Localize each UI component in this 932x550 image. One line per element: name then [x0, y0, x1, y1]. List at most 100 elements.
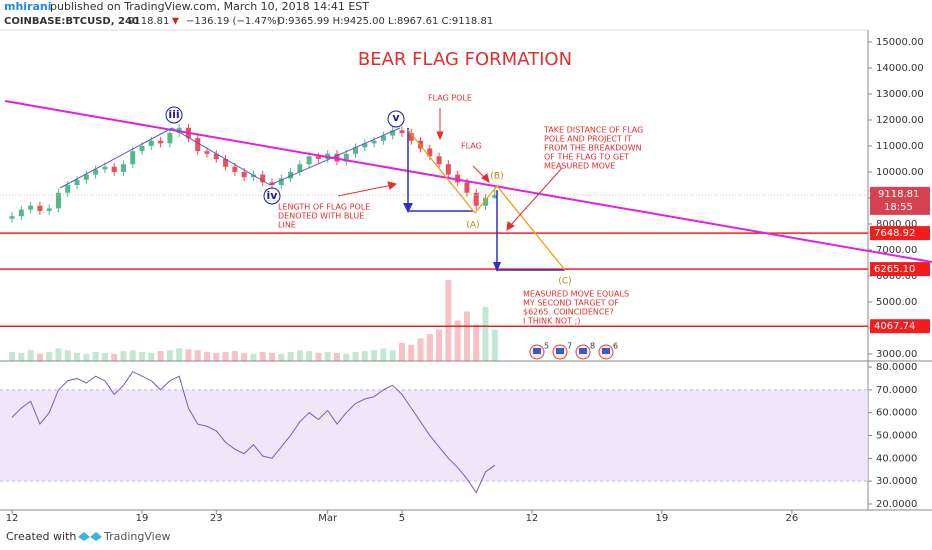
level-label-box: [870, 319, 930, 334]
annotation: FROM THE BREAKDOWN: [544, 144, 642, 153]
volume-bar: [417, 338, 424, 361]
candle-body: [492, 194, 498, 198]
event-count: 8: [590, 342, 595, 351]
volume-bar: [306, 351, 313, 361]
candle-body: [213, 153, 219, 159]
volume-bar: [380, 348, 387, 361]
volume-bar: [268, 352, 275, 361]
volume-bar: [454, 320, 461, 361]
wave-line: [59, 127, 401, 189]
annotation: FLAG POLE: [428, 94, 472, 103]
candle-body: [436, 156, 442, 165]
y-tick-label: 15000.00: [876, 37, 924, 48]
volume-bar: [176, 348, 183, 361]
candle-body: [18, 209, 24, 217]
volume-bar: [278, 353, 285, 361]
level-label: 7648.92: [874, 228, 915, 239]
candle-body: [473, 192, 479, 206]
annotation: LENGTH OF FLAG POLE: [278, 203, 370, 212]
x-tick-label: 19: [656, 513, 669, 524]
symbol: COINBASE:BTCUSD, 240: [4, 16, 139, 27]
volume-bar: [463, 311, 470, 361]
volume-bar: [157, 351, 164, 361]
candle-body: [74, 179, 80, 185]
volume-bar: [241, 352, 248, 361]
candle-body: [167, 132, 173, 144]
volume-bar: [259, 352, 266, 361]
last-price-label: 9118.81: [878, 189, 919, 200]
level-label: 4067.74: [874, 321, 915, 332]
volume-bar: [204, 352, 211, 361]
rsi-line: [11, 370, 496, 494]
y-tick-label: 70.0000: [876, 385, 917, 396]
volume-bar: [296, 350, 303, 361]
candle-body: [306, 156, 312, 165]
arrow: [337, 184, 393, 197]
logo: [78, 532, 102, 541]
volume-bar: [139, 352, 146, 361]
y-tick-label: 12000.00: [876, 115, 924, 126]
event-icon-flag: [602, 348, 610, 354]
volume-bar: [371, 350, 378, 361]
arrow-head: [493, 262, 501, 272]
arrow-head: [506, 221, 515, 231]
y-tick-label: 3000.00: [876, 349, 917, 360]
y-tick-label: 14000.00: [876, 63, 924, 74]
volume-bar: [343, 353, 350, 361]
annotation: OF THE FLAG TO GET: [544, 153, 629, 162]
x-tick-label: 26: [786, 513, 799, 524]
volume-bar: [64, 350, 71, 361]
candle-body: [455, 174, 461, 183]
annotation: MY SECOND TARGET OF: [523, 299, 619, 308]
candle-body: [315, 156, 321, 159]
volume-bar: [83, 353, 90, 361]
candle-body: [223, 158, 229, 167]
wave-label: (A): [466, 221, 479, 231]
wave-circle: [263, 187, 281, 205]
volume-bar: [445, 280, 452, 361]
candle-body: [55, 192, 61, 209]
event-icon-flag: [533, 348, 541, 354]
candle-body: [390, 130, 396, 136]
ohlc: O:9365.99 H:9425.00 L:8967.61 C:9118.81: [277, 16, 493, 27]
candle-body: [483, 197, 489, 206]
volume-bar: [398, 343, 405, 361]
wave-label: iii: [168, 108, 179, 121]
candle-body: [120, 164, 126, 172]
candle-body: [46, 208, 52, 211]
wave-label: (C): [558, 277, 571, 287]
volume-bar: [74, 352, 81, 361]
arrow: [509, 167, 563, 227]
volume-bar: [36, 353, 43, 361]
wave-label: v: [392, 111, 400, 124]
wave-circle: [165, 106, 183, 124]
volume-bar: [352, 352, 359, 361]
volume-bar: [222, 352, 229, 361]
change: −136.19 (−1.47%): [186, 16, 281, 27]
annotation: I THINK NOT ;): [523, 317, 580, 326]
candle-body: [111, 166, 117, 172]
arrow-head: [403, 203, 413, 213]
volume-bar: [426, 334, 433, 361]
volume-bar: [473, 325, 480, 361]
volume-bar: [101, 352, 108, 361]
event-count: 7: [567, 342, 572, 351]
abc-line: [496, 185, 566, 271]
candle-body: [399, 130, 405, 133]
y-tick-label: 20.0000: [876, 499, 917, 510]
x-tick-label: 12: [526, 513, 539, 524]
volume-bar: [129, 350, 136, 361]
volume-bar: [148, 352, 155, 361]
candle-body: [130, 151, 136, 165]
volume-bar: [315, 352, 322, 361]
candle-body: [241, 171, 247, 178]
candle-body: [445, 164, 451, 175]
annotation: LINE: [278, 221, 296, 230]
volume-bar: [287, 352, 294, 361]
footer-text: Created with: [6, 530, 76, 543]
y-tick-label: 80.0000: [876, 362, 917, 373]
x-tick-label: Mar: [318, 513, 338, 524]
annotation: MEASURED MOVE EQUALS: [523, 290, 629, 299]
abc-line: [407, 129, 476, 214]
volume-bar: [120, 351, 127, 361]
